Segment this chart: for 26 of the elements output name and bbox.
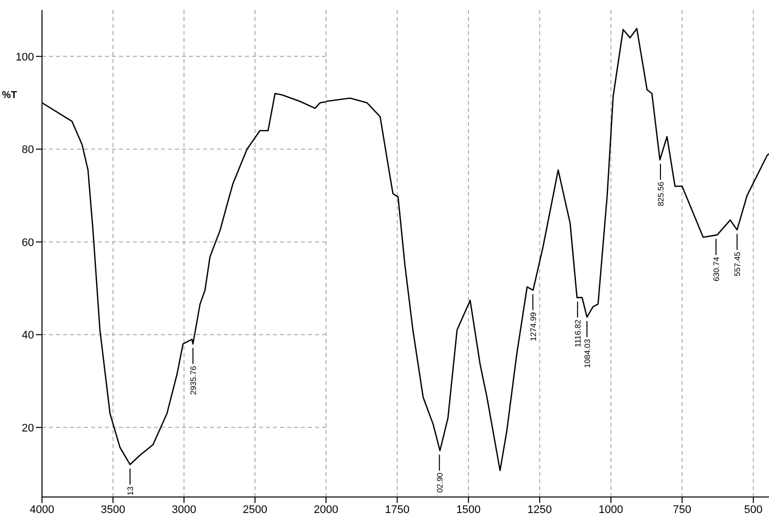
- annotation: 2935.76: [188, 365, 198, 395]
- x-tick-label: 1750: [384, 504, 410, 516]
- annotation: 630.74: [712, 256, 722, 282]
- x-tick-label: 4000: [30, 504, 54, 516]
- annotation: 13: [126, 486, 136, 496]
- y-tick-label: 20: [22, 422, 34, 434]
- annotation: 1274.99: [528, 312, 538, 342]
- y-tick-label: 100: [16, 51, 34, 64]
- y-tick-label: 40: [22, 330, 34, 342]
- x-tick-label: 3500: [100, 504, 126, 516]
- annotation: 825.56: [656, 181, 666, 206]
- y-tick-label: 60: [22, 236, 34, 249]
- y-axis-title: %T: [2, 90, 17, 101]
- y-tick-label: 80: [22, 144, 34, 156]
- x-tick-label: 2500: [242, 504, 268, 516]
- x-tick-label: 1000: [598, 504, 624, 516]
- annotation: 1084.03: [582, 338, 592, 368]
- x-tick-label: 750: [672, 504, 692, 516]
- annotation: 1116.82: [574, 319, 583, 348]
- x-tick-label: 2000: [314, 504, 338, 516]
- annotation: 557.45: [733, 251, 742, 276]
- x-tick-label: 500: [744, 504, 763, 516]
- x-tick-label: 3000: [172, 504, 196, 516]
- x-tick-label: 1500: [456, 504, 481, 516]
- annotation: 02.90: [435, 472, 444, 493]
- x-tick-label: 1250: [527, 504, 552, 516]
